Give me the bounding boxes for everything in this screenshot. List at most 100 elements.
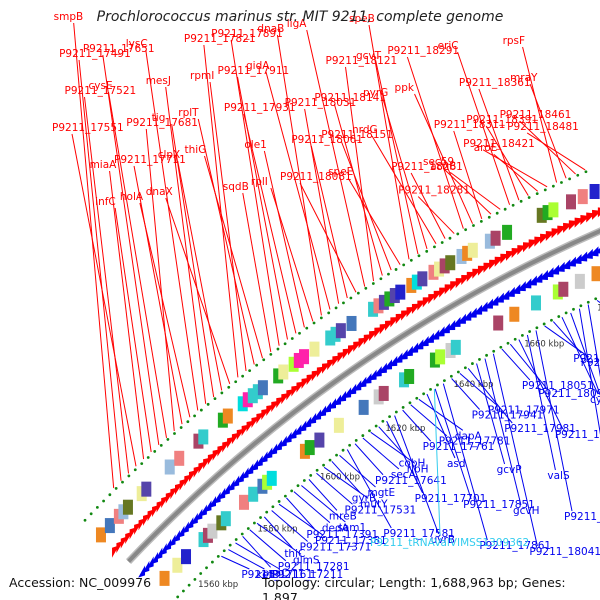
forward-label-leader bbox=[133, 165, 183, 425]
forward-gene-label: P9211_18151 bbox=[321, 129, 393, 141]
reverse-gene-label: gcvP bbox=[497, 464, 522, 476]
forward-label-leader bbox=[347, 177, 401, 265]
reverse-label-leader bbox=[386, 420, 424, 494]
reverse-label-leader bbox=[316, 472, 353, 505]
tick-dot bbox=[487, 215, 491, 219]
forward-gene-arrow bbox=[170, 487, 178, 500]
forward-label-leader bbox=[139, 202, 191, 418]
tick-dot bbox=[246, 527, 250, 530]
tick-dot bbox=[187, 583, 191, 587]
forward-gene-arrow bbox=[597, 207, 600, 218]
reverse-gene-arrow bbox=[589, 246, 599, 257]
forward-gene-label: P9211_17551 bbox=[52, 122, 124, 134]
forward-gene-category-block bbox=[273, 368, 284, 384]
forward-gene-label: speE bbox=[328, 166, 353, 178]
forward-gene-arrow bbox=[422, 297, 432, 308]
genome-summary-text: Topology: circular; Length: 1,688,963 bp… bbox=[262, 575, 566, 600]
forward-gene-arrow bbox=[152, 504, 160, 517]
forward-label-leader bbox=[230, 39, 280, 346]
reverse-gene-label: P9211_17851 bbox=[463, 499, 535, 511]
reverse-gene-label: P9211_17161 bbox=[241, 569, 313, 581]
tick-dot bbox=[341, 448, 345, 452]
reverse-gene-arrow bbox=[595, 247, 600, 254]
forward-label-leader bbox=[453, 130, 483, 220]
tick-dot bbox=[448, 236, 452, 240]
tick-dot bbox=[166, 438, 170, 441]
reverse-gene-label: P9211_17391 bbox=[306, 529, 378, 541]
tick-dot bbox=[579, 304, 583, 308]
kbp-tick-label: 1600 kbp bbox=[320, 472, 360, 482]
reverse-gene-arrow bbox=[142, 560, 150, 574]
tick-dot bbox=[511, 203, 515, 207]
reverse-gene-category-block bbox=[493, 315, 504, 331]
reverse-label-leader bbox=[221, 555, 250, 570]
reverse-gene-category-block bbox=[181, 549, 192, 565]
reverse-label-leader bbox=[492, 353, 538, 547]
forward-gene-category-block bbox=[445, 255, 456, 271]
tick-dot bbox=[283, 342, 287, 346]
forward-gene-category-block bbox=[462, 245, 473, 261]
tick-dot bbox=[551, 184, 555, 188]
tick-dot bbox=[271, 505, 275, 509]
reverse-label-leader bbox=[476, 363, 506, 465]
tick-dot bbox=[560, 181, 563, 184]
reverse-label-leader bbox=[256, 522, 302, 555]
tick-dot bbox=[440, 241, 444, 244]
reverse-gene-arrow bbox=[259, 451, 268, 463]
forward-gene-category-block bbox=[417, 271, 428, 287]
tick-dot bbox=[371, 282, 375, 285]
tick-dot bbox=[173, 432, 176, 435]
tick-dot bbox=[349, 296, 353, 300]
forward-label-leader bbox=[414, 93, 473, 224]
reverse-gene-category-block bbox=[509, 306, 520, 322]
reverse-gene-arrow bbox=[332, 394, 342, 406]
tick-dot bbox=[503, 207, 507, 211]
tick-dot bbox=[425, 249, 429, 253]
forward-label-leader bbox=[345, 66, 375, 282]
tick-dot bbox=[199, 572, 203, 575]
forward-gene-category-block bbox=[325, 330, 336, 346]
forward-gene-label: P9211_18081 bbox=[280, 171, 352, 183]
forward-gene-category-block bbox=[373, 298, 384, 314]
tick-dot bbox=[415, 396, 419, 400]
reverse-gene-label: dapA bbox=[455, 430, 483, 442]
tick-dot bbox=[409, 258, 413, 262]
reverse-gene-arrow bbox=[195, 508, 203, 521]
reverse-gene-arrow bbox=[231, 475, 240, 488]
tick-dot bbox=[572, 307, 575, 311]
reverse-label-leader bbox=[526, 334, 556, 471]
reverse-gene-label: gyrB bbox=[352, 492, 376, 504]
forward-label-leader bbox=[165, 197, 231, 385]
forward-gene-label: P9211_17931 bbox=[224, 102, 296, 114]
tick-dot bbox=[568, 177, 572, 181]
forward-gene-category-block bbox=[456, 248, 467, 264]
forward-label-leader bbox=[333, 103, 383, 276]
tick-dot bbox=[220, 391, 224, 395]
tick-dot bbox=[342, 301, 345, 305]
tick-dot bbox=[114, 487, 118, 490]
reverse-gene-arrow bbox=[484, 298, 493, 309]
tick-dot bbox=[133, 468, 137, 472]
reverse-gene-arrow bbox=[318, 405, 327, 417]
forward-label-leader bbox=[145, 49, 199, 411]
reverse-gene-category-block bbox=[591, 266, 600, 282]
reverse-gene-arrow bbox=[245, 463, 254, 475]
tick-dot bbox=[283, 494, 287, 498]
tick-dot bbox=[354, 439, 358, 442]
forward-gene-label: mraY bbox=[510, 72, 538, 84]
reverse-label-leader bbox=[467, 368, 513, 424]
forward-gene-label: rplT bbox=[178, 107, 199, 119]
reverse-label-leader bbox=[354, 443, 384, 476]
tick-dot bbox=[159, 444, 163, 447]
forward-gene-label: P9211_17491 bbox=[59, 48, 131, 60]
forward-label-leader bbox=[382, 98, 428, 249]
reverse-gene-arrow bbox=[264, 447, 273, 459]
tick-dot bbox=[322, 463, 325, 467]
reverse-gene-arrow bbox=[451, 316, 461, 327]
reverse-label-leader bbox=[484, 358, 522, 506]
forward-label-leader bbox=[114, 207, 152, 453]
forward-gene-arrow bbox=[156, 500, 164, 513]
reverse-gene-label: sam1 bbox=[337, 522, 366, 534]
forward-label-leader bbox=[417, 196, 455, 234]
forward-gene-arrow bbox=[417, 300, 426, 311]
